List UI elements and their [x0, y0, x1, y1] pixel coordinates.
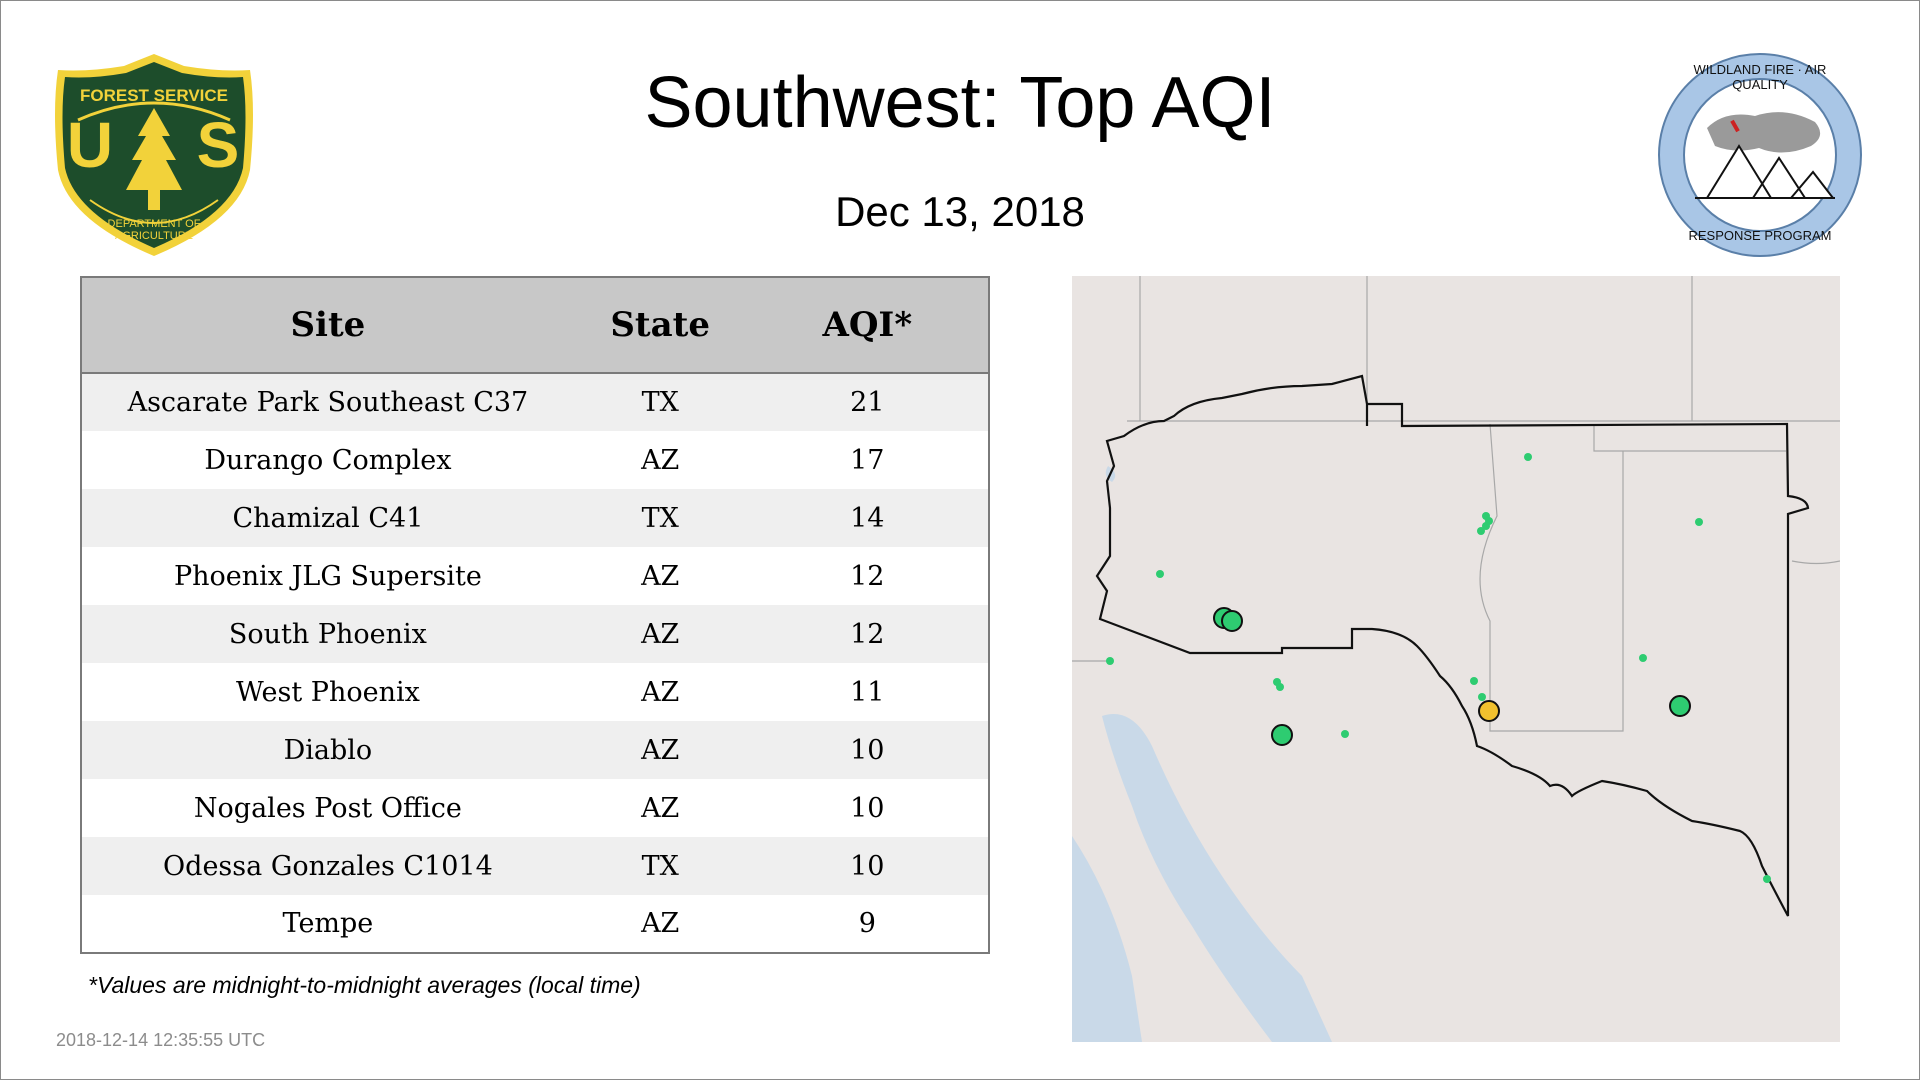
footnote: *Values are midnight-to-midnight average…	[88, 972, 641, 998]
table-row: South Phoenix AZ 12	[81, 605, 989, 663]
monitor-dot	[1478, 693, 1486, 701]
state-cell: TX	[641, 502, 679, 534]
site-cell: Nogales Post Office	[193, 792, 462, 824]
state-lines	[1072, 276, 1840, 732]
state-cell: AZ	[641, 444, 680, 476]
table-row: Phoenix JLG Supersite AZ 12	[81, 547, 989, 605]
monitor-dot	[1763, 875, 1771, 883]
table-row: Odessa Gonzales C1014 TX 10	[81, 837, 989, 895]
state-cell: TX	[641, 850, 679, 882]
site-cell: Ascarate Park Southeast C37	[127, 387, 529, 418]
map-land	[1072, 276, 1840, 1042]
page-title: Southwest: Top AQI	[644, 63, 1276, 143]
state-cell: AZ	[641, 908, 680, 939]
table-row: Tempe AZ 9	[81, 895, 989, 953]
wildland-fire-air-quality-logo	[1655, 50, 1865, 260]
monitor-marker	[1271, 724, 1293, 746]
table-row: West Phoenix AZ 11	[81, 663, 989, 721]
aqi-cell: 10	[850, 850, 885, 882]
top-aqi-table: Site State AQI* Ascarate Park Southeast …	[80, 276, 990, 954]
usfs-shield-logo	[50, 50, 258, 260]
column-header-state: State	[573, 277, 747, 374]
usfs-logo-bottom-text: DEPARTMENT OF AGRICULTURE	[107, 218, 201, 242]
monitor-marker	[1669, 695, 1691, 717]
aqi-cell: 11	[850, 676, 885, 708]
usfs-logo-letter-u: U	[66, 109, 114, 181]
monitor-marker-moderate	[1478, 700, 1500, 722]
monitor-marker	[1221, 610, 1243, 632]
monitor-dot	[1695, 518, 1703, 526]
monitor-dot	[1524, 453, 1532, 461]
state-cell: AZ	[641, 792, 680, 824]
monitor-dot	[1276, 683, 1284, 691]
report-date: Dec 13, 2018	[835, 188, 1085, 235]
state-cell: AZ	[641, 560, 680, 592]
site-cell: Durango Complex	[204, 444, 452, 476]
column-header-site: Site	[81, 277, 574, 374]
gulf-of-california	[1102, 714, 1332, 1042]
site-cell: South Phoenix	[228, 618, 427, 650]
pacific-ocean	[1072, 836, 1142, 1042]
site-cell: Phoenix JLG Supersite	[173, 560, 482, 592]
column-header-aqi: AQI*	[746, 277, 989, 374]
site-cell: Odessa Gonzales C1014	[163, 850, 493, 882]
aqi-cell: 10	[850, 734, 885, 766]
generated-timestamp: 2018-12-14 12:35:55 UTC	[56, 1030, 266, 1050]
monitor-dot	[1485, 517, 1493, 525]
usfs-logo-letter-s: S	[196, 109, 240, 181]
aqi-cell: 10	[850, 792, 885, 824]
aqi-cell: 12	[850, 618, 885, 650]
monitor-dot	[1156, 570, 1164, 578]
site-cell: Chamizal C41	[232, 502, 424, 534]
site-cell: West Phoenix	[235, 676, 420, 708]
monitor-dot	[1470, 677, 1478, 685]
aqi-cell: 9	[858, 908, 876, 939]
table-row: Chamizal C41 TX 14	[81, 489, 989, 547]
state-cell: AZ	[641, 676, 680, 708]
wfaq-logo-top-text: WILDLAND FIRE · AIR QUALITY	[1693, 62, 1827, 92]
monitor-dot	[1341, 730, 1349, 738]
aqi-monitor-map	[1072, 276, 1840, 1042]
table-row: Ascarate Park Southeast C37 TX 21	[81, 373, 989, 431]
aqi-cell: 17	[850, 444, 885, 476]
aqi-monitor-markers	[1106, 453, 1771, 883]
table-row: Durango Complex AZ 17	[81, 431, 989, 489]
site-cell: Diablo	[283, 734, 373, 766]
monitor-dot	[1639, 654, 1647, 662]
aqi-cell: 12	[850, 560, 885, 592]
wfaq-logo-bottom-text: RESPONSE PROGRAM	[1688, 228, 1832, 243]
region-boundary	[1095, 374, 1810, 917]
table-row: Diablo AZ 10	[81, 721, 989, 779]
site-cell: Tempe	[282, 908, 374, 939]
state-cell: TX	[641, 387, 679, 418]
monitor-dot	[1106, 657, 1114, 665]
monitor-dot	[1477, 527, 1485, 535]
table-header-row: Site State AQI*	[81, 277, 989, 374]
table-row: Nogales Post Office AZ 10	[81, 779, 989, 837]
state-cell: AZ	[641, 618, 680, 650]
state-cell: AZ	[641, 734, 680, 766]
usfs-logo-top-text: FOREST SERVICE	[80, 86, 228, 105]
aqi-cell: 21	[850, 387, 885, 418]
aqi-cell: 14	[850, 502, 885, 534]
